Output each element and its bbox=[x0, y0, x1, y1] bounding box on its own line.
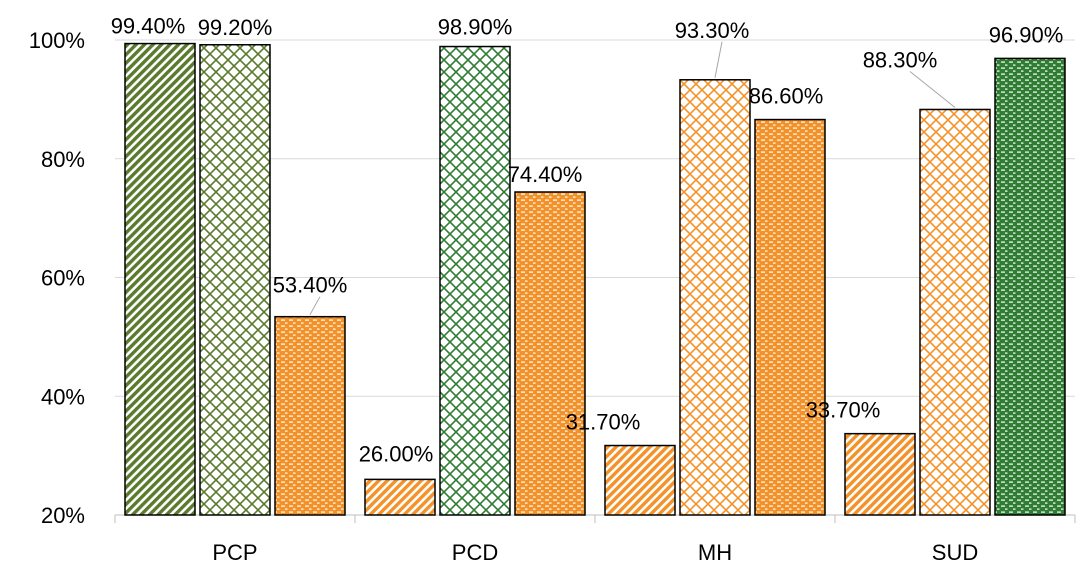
data-label: 33.70% bbox=[806, 398, 881, 423]
bar-sud-1 bbox=[844, 432, 916, 516]
data-label: 93.30% bbox=[675, 18, 750, 43]
data-label: 53.40% bbox=[273, 273, 348, 298]
data-label: 88.30% bbox=[863, 47, 938, 72]
bar-pcp-1 bbox=[124, 42, 196, 516]
data-label: 31.70% bbox=[566, 410, 641, 435]
bar-pcd-3 bbox=[514, 191, 586, 516]
data-label: 74.40% bbox=[508, 162, 583, 187]
data-label: 99.20% bbox=[198, 15, 273, 40]
bar-sud-2 bbox=[919, 108, 991, 516]
leader-line bbox=[714, 41, 723, 78]
bar-mh-1 bbox=[604, 444, 676, 516]
y-axis-tick-labels: 20% 40% 60% 80% 100% bbox=[29, 28, 85, 528]
bar-mh-2 bbox=[679, 79, 751, 516]
bar-sud-3 bbox=[994, 57, 1066, 516]
y-tick-label: 40% bbox=[41, 384, 85, 409]
category-label-pcd: PCD bbox=[452, 540, 498, 565]
x-axis-category-labels: PCP PCD MH SUD bbox=[212, 540, 978, 565]
bar-pcp-2 bbox=[199, 44, 271, 516]
data-label: 86.60% bbox=[749, 84, 824, 109]
bar-mh-3 bbox=[754, 118, 826, 516]
x-axis bbox=[114, 514, 1076, 523]
category-label-pcp: PCP bbox=[212, 540, 257, 565]
data-labels: 99.40% 99.20% 53.40% 26.00% 98.90% 74.40% 31.7… bbox=[111, 14, 1064, 467]
gridlines bbox=[115, 39, 1075, 397]
leader-line bbox=[909, 71, 956, 108]
data-label: 98.90% bbox=[438, 15, 513, 40]
data-label: 96.90% bbox=[989, 22, 1064, 47]
data-label: 99.40% bbox=[111, 14, 186, 39]
leader-line bbox=[309, 296, 321, 315]
bar-pcp-3 bbox=[274, 315, 346, 516]
y-tick-label: 100% bbox=[29, 28, 85, 53]
bars bbox=[124, 42, 1066, 516]
y-tick-label: 80% bbox=[41, 147, 85, 172]
data-label: 26.00% bbox=[359, 441, 434, 466]
category-label-sud: SUD bbox=[932, 540, 978, 565]
bar-pcd-2 bbox=[439, 45, 511, 516]
y-tick-label: 60% bbox=[41, 266, 85, 291]
category-label-mh: MH bbox=[698, 540, 732, 565]
y-tick-label: 20% bbox=[41, 503, 85, 528]
label-leader-lines bbox=[309, 41, 956, 315]
bar-pcd-1 bbox=[364, 478, 436, 516]
